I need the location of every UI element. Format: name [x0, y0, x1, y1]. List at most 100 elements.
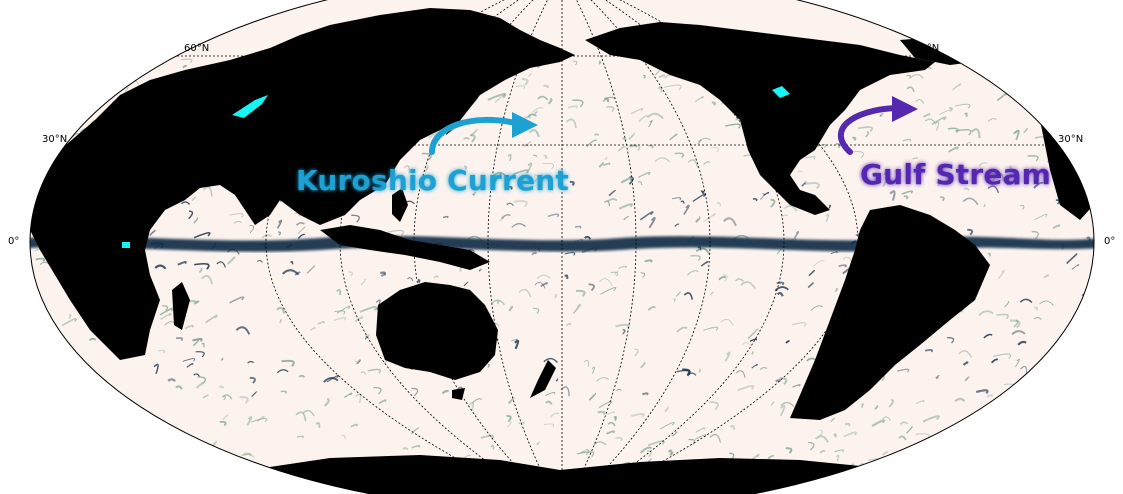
eddy-stroke	[173, 470, 179, 474]
eddy-stroke	[53, 67, 59, 74]
eddy-stroke	[588, 392, 597, 401]
antarctica	[250, 455, 900, 494]
eddy-stroke	[507, 421, 512, 428]
meridian-270	[561, 0, 785, 494]
eddy-stroke	[949, 107, 953, 111]
eddy-stroke	[711, 101, 716, 106]
eddy-stroke	[899, 421, 909, 425]
eddy-stroke	[124, 87, 129, 92]
eddy-stroke	[964, 112, 968, 118]
eddy-stroke	[943, 464, 947, 468]
eddy-stroke	[181, 451, 187, 461]
eddy-stroke	[776, 281, 785, 286]
eddy-stroke	[527, 113, 537, 118]
eddy-stroke	[1077, 387, 1087, 392]
eddy-stroke	[741, 408, 744, 412]
eddy-stroke	[181, 58, 193, 64]
eddy-stroke	[962, 197, 979, 206]
eddy-stroke	[804, 182, 820, 189]
eddy-stroke	[638, 171, 651, 178]
eddy-stroke	[344, 392, 353, 398]
eddy-stroke	[610, 271, 619, 277]
eddy-stroke	[243, 477, 247, 483]
eddy-stroke	[63, 408, 75, 413]
eddy-stroke	[623, 215, 630, 221]
eddy-stroke	[532, 107, 544, 113]
eddy-stroke	[939, 433, 954, 439]
eddy-stroke	[543, 84, 549, 89]
eddy-stroke	[893, 169, 901, 174]
eddy-stroke	[47, 111, 58, 116]
eddy-stroke	[506, 202, 514, 206]
eddy-stroke	[508, 305, 514, 312]
eddy-stroke	[260, 473, 271, 478]
eddy-stroke	[607, 421, 616, 427]
eddy-stroke	[576, 289, 586, 297]
eddy-stroke	[1011, 418, 1017, 421]
eddy-stroke	[947, 337, 955, 344]
eddy-stroke	[106, 401, 114, 405]
eddy-stroke	[917, 474, 929, 480]
eddy-stroke	[526, 162, 533, 173]
eddy-stroke	[770, 401, 775, 406]
eddy-stroke	[683, 204, 690, 215]
eddy-stroke	[906, 425, 913, 434]
eddy-stroke	[350, 423, 358, 428]
eddy-stroke	[988, 69, 1000, 78]
eddy-stroke	[454, 169, 463, 172]
eddy-stroke	[294, 271, 301, 276]
eddy-stroke	[221, 357, 224, 361]
eddy-stroke	[716, 202, 721, 207]
eddy-stroke	[631, 413, 645, 418]
eddy-stroke	[955, 129, 972, 136]
lat-label-0-right: 0°	[1104, 236, 1115, 247]
eddy-stroke	[834, 449, 844, 453]
eddy-stroke	[61, 318, 78, 327]
land	[30, 8, 1094, 494]
eddy-stroke	[871, 419, 886, 427]
eddy-stroke	[402, 447, 409, 451]
eddy-stroke	[752, 198, 758, 202]
eddy-stroke	[515, 85, 526, 90]
eddy-stroke	[317, 321, 325, 325]
latitude-labels: 60°N 60°N 30°N 30°N 0° 0°	[8, 43, 1115, 247]
eddy-stroke	[596, 377, 610, 382]
eddy-stroke	[620, 176, 633, 184]
eddy-stroke	[879, 113, 884, 118]
eddy-stroke	[493, 171, 507, 178]
eddy-stroke	[749, 338, 758, 342]
eddy-stroke	[742, 342, 751, 346]
eddy-stroke	[58, 442, 66, 446]
eddy-stroke	[191, 445, 198, 449]
eddy-stroke	[424, 165, 429, 173]
eddy-stroke	[602, 96, 616, 103]
eddy-stroke	[492, 174, 499, 187]
eddy-stroke	[124, 69, 134, 80]
eddy-stroke	[618, 265, 627, 270]
eddy-stroke	[640, 446, 653, 454]
eddy-stroke	[565, 322, 572, 327]
eddy-stroke	[698, 368, 702, 373]
eddy-stroke	[518, 289, 532, 298]
eddy-stroke	[348, 271, 354, 277]
gulf-stream-arrow	[837, 105, 899, 155]
eddy-stroke	[251, 417, 268, 423]
eddy-stroke	[576, 451, 595, 458]
eddy-stroke	[987, 252, 992, 257]
eddy-stroke	[658, 74, 666, 79]
eddy-stroke	[550, 412, 560, 418]
eddy-stroke	[490, 444, 495, 450]
eddy-stroke	[1033, 181, 1044, 189]
eddy-stroke	[682, 368, 691, 377]
eddy-stroke	[295, 221, 305, 226]
eddy-stroke	[767, 454, 775, 460]
eddy-stroke	[42, 111, 45, 116]
eddy-stroke	[240, 452, 255, 458]
eddy-stroke	[572, 303, 581, 314]
eddy-stroke	[585, 449, 590, 456]
eddy-stroke	[1033, 316, 1042, 320]
eddy-stroke	[108, 473, 111, 478]
eddy-stroke	[674, 223, 680, 227]
eddy-stroke	[698, 137, 711, 143]
